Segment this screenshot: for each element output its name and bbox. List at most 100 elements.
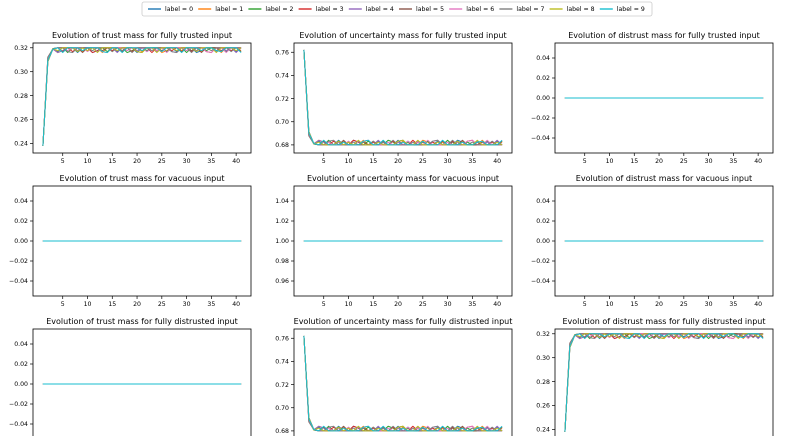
y-tick-label: 0.32: [14, 45, 28, 52]
legend-label: label = 3: [316, 6, 344, 13]
series-line: [303, 335, 503, 432]
series-line: [303, 335, 503, 432]
series-line: [303, 335, 503, 432]
chart-panel: Evolution of distrust mass for fully tru…: [531, 31, 774, 165]
y-tick-label: 1.04: [275, 198, 289, 205]
chart-title: Evolution of trust mass for fully truste…: [52, 31, 232, 40]
y-tick-label: 0.24: [536, 427, 550, 434]
series-line: [42, 47, 242, 146]
y-tick-label: 0.70: [275, 119, 289, 126]
y-tick-label: 0.70: [275, 405, 289, 412]
axes-frame: [293, 42, 513, 154]
y-tick-label: 0.04: [536, 55, 550, 62]
y-tick-label: −0.04: [9, 421, 28, 428]
y-tick-label: 0.28: [14, 93, 28, 100]
x-tick-label: 5: [583, 301, 587, 308]
series-line: [564, 333, 764, 432]
legend-label: label = 5: [416, 6, 444, 13]
series-line: [42, 47, 242, 146]
x-tick-label: 5: [61, 301, 65, 308]
series-line: [42, 47, 242, 146]
series-line: [303, 335, 503, 432]
x-tick-label: 20: [394, 301, 402, 308]
series-line: [42, 47, 242, 146]
x-tick-label: 35: [729, 158, 737, 165]
x-tick-label: 10: [345, 158, 353, 165]
series-line: [564, 333, 764, 432]
chart-panel: Evolution of distrust mass for vacuous i…: [531, 174, 774, 308]
legend-label: label = 6: [466, 6, 494, 13]
x-tick-label: 30: [705, 158, 713, 165]
y-tick-label: 0.00: [14, 238, 28, 245]
x-tick-label: 15: [630, 301, 638, 308]
chart-title: Evolution of distrust mass for fully tru…: [568, 31, 760, 40]
y-tick-label: 0.02: [14, 218, 28, 225]
x-tick-label: 5: [322, 301, 326, 308]
series-line: [303, 49, 503, 146]
x-tick-label: 15: [369, 158, 377, 165]
series-line: [303, 335, 503, 432]
x-tick-label: 20: [394, 158, 402, 165]
x-tick-label: 25: [419, 301, 427, 308]
series-line: [303, 49, 503, 146]
legend-label: label = 1: [215, 6, 243, 13]
series-line: [303, 335, 503, 432]
x-tick-label: 15: [369, 301, 377, 308]
chart-panel: Evolution of uncertainty mass for fully …: [275, 317, 513, 436]
legend-label: label = 0: [165, 6, 193, 13]
chart-panel: Evolution of distrust mass for fully dis…: [536, 317, 774, 436]
x-tick-label: 30: [183, 158, 191, 165]
series-line: [303, 49, 503, 146]
y-tick-label: 0.04: [14, 341, 28, 348]
y-tick-label: 0.00: [536, 238, 550, 245]
y-tick-label: 0.30: [536, 355, 550, 362]
y-tick-label: 0.26: [536, 403, 550, 410]
x-tick-label: 40: [493, 301, 501, 308]
chart-title: Evolution of uncertainty mass for fully …: [299, 31, 506, 40]
y-tick-label: 1.02: [275, 218, 289, 225]
x-tick-label: 35: [468, 301, 476, 308]
y-tick-label: 0.76: [275, 335, 289, 342]
series-line: [564, 333, 764, 432]
x-tick-label: 5: [61, 158, 65, 165]
series-line: [564, 333, 764, 432]
y-tick-label: 0.74: [275, 73, 289, 80]
y-tick-label: 0.72: [275, 382, 289, 389]
y-tick-label: 0.24: [14, 141, 28, 148]
series-line: [42, 47, 242, 146]
x-tick-label: 30: [444, 158, 452, 165]
x-tick-label: 35: [729, 301, 737, 308]
chart-panel: Evolution of uncertainty mass for vacuou…: [275, 174, 513, 308]
y-tick-label: 0.02: [14, 361, 28, 368]
x-tick-label: 15: [108, 301, 116, 308]
x-tick-label: 35: [207, 301, 215, 308]
series-line: [564, 333, 764, 432]
chart-panel: Evolution of trust mass for fully distru…: [9, 317, 252, 436]
chart-panel: Evolution of trust mass for fully truste…: [14, 31, 252, 165]
series-line: [303, 49, 503, 146]
series-line: [564, 333, 764, 432]
legend-label: label = 7: [516, 6, 544, 13]
series-line: [42, 47, 242, 146]
series-line: [303, 49, 503, 146]
x-tick-label: 10: [345, 301, 353, 308]
y-tick-label: 0.28: [536, 379, 550, 386]
x-tick-label: 15: [108, 158, 116, 165]
y-tick-label: 0.30: [14, 69, 28, 76]
x-tick-label: 5: [583, 158, 587, 165]
axes-frame: [554, 328, 774, 436]
series-line: [564, 333, 764, 432]
axes-frame: [32, 328, 252, 436]
series-line: [564, 333, 764, 432]
y-tick-label: 0.32: [536, 331, 550, 338]
x-tick-label: 25: [680, 158, 688, 165]
series-line: [303, 49, 503, 146]
y-tick-label: 0.98: [275, 258, 289, 265]
x-tick-label: 10: [84, 301, 92, 308]
legend-label: label = 8: [567, 6, 595, 13]
x-tick-label: 30: [444, 301, 452, 308]
y-tick-label: −0.02: [9, 401, 28, 408]
y-tick-label: 0.00: [536, 95, 550, 102]
series-line: [42, 47, 242, 146]
series-line: [42, 47, 242, 146]
